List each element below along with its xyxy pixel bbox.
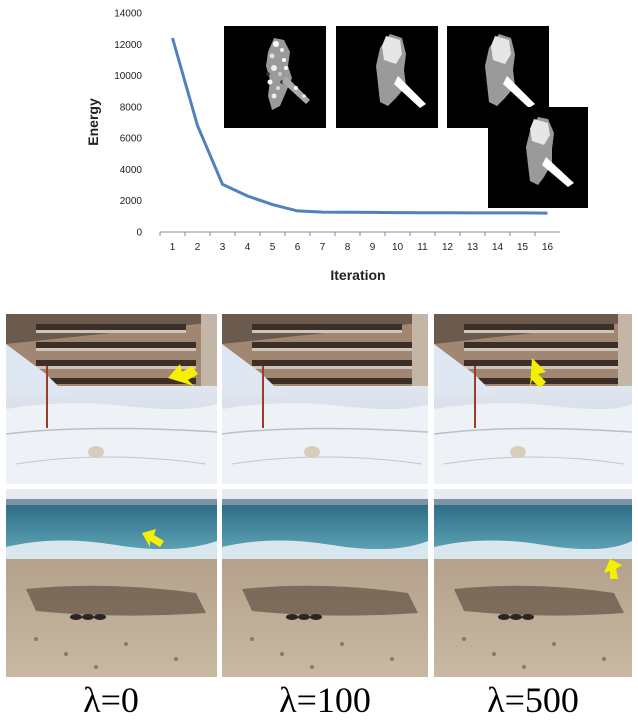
y-tick-label: 2000 bbox=[120, 196, 143, 207]
y-tick-label: 8000 bbox=[120, 102, 143, 113]
photo-beach-lambda-500 bbox=[434, 489, 632, 677]
photo-snow-lambda-500 bbox=[434, 314, 632, 484]
x-tick-label: 8 bbox=[345, 242, 351, 253]
y-axis-title: Energy bbox=[85, 98, 101, 146]
x-axis-ticks: 1 2 3 4 5 6 7 8 9 10 11 12 13 14 15 16 bbox=[159, 232, 554, 253]
x-tick-label: 3 bbox=[220, 242, 226, 253]
x-tick-label: 11 bbox=[417, 242, 428, 253]
x-tick-label: 13 bbox=[467, 242, 479, 253]
x-tick-label: 6 bbox=[295, 242, 301, 253]
y-tick-label: 10000 bbox=[114, 71, 142, 82]
x-axis-title: Iteration bbox=[330, 267, 385, 283]
y-tick-label: 6000 bbox=[120, 134, 143, 145]
inset-iteration-b bbox=[336, 26, 438, 128]
label-lambda-0: λ=0 bbox=[83, 680, 139, 720]
x-tick-label: 14 bbox=[492, 242, 504, 253]
inset-iteration-a bbox=[224, 26, 326, 128]
photo-beach-lambda-100 bbox=[222, 489, 428, 677]
x-tick-label: 12 bbox=[442, 242, 454, 253]
x-tick-label: 16 bbox=[542, 242, 554, 253]
x-tick-label: 4 bbox=[245, 242, 251, 253]
series-line-energy bbox=[171, 37, 548, 215]
x-tick-label: 15 bbox=[517, 242, 529, 253]
x-tick-label: 10 bbox=[392, 242, 404, 253]
y-axis-ticks: 0 2000 4000 6000 8000 10000 12000 14000 bbox=[114, 9, 142, 239]
y-tick-label: 4000 bbox=[120, 165, 143, 176]
y-tick-label: 14000 bbox=[114, 9, 142, 20]
x-tick-label: 2 bbox=[195, 242, 201, 253]
x-tick-label: 9 bbox=[370, 242, 376, 253]
y-tick-label: 0 bbox=[136, 228, 142, 239]
label-lambda-500: λ=500 bbox=[487, 680, 579, 720]
arrow-indicator bbox=[530, 358, 546, 388]
arrow-indicator bbox=[142, 529, 164, 547]
x-tick-label: 5 bbox=[270, 242, 276, 253]
x-tick-label: 7 bbox=[320, 242, 326, 253]
x-tick-label: 1 bbox=[170, 242, 176, 253]
label-lambda-100: λ=100 bbox=[279, 680, 371, 720]
arrow-indicator bbox=[168, 364, 198, 386]
inset-iteration-d bbox=[488, 107, 588, 208]
arrow-indicator bbox=[604, 559, 622, 579]
photo-beach-lambda-0 bbox=[6, 489, 217, 677]
y-tick-label: 12000 bbox=[114, 40, 142, 51]
photo-snow-lambda-100 bbox=[222, 314, 428, 484]
photo-snow-lambda-0 bbox=[6, 314, 217, 484]
